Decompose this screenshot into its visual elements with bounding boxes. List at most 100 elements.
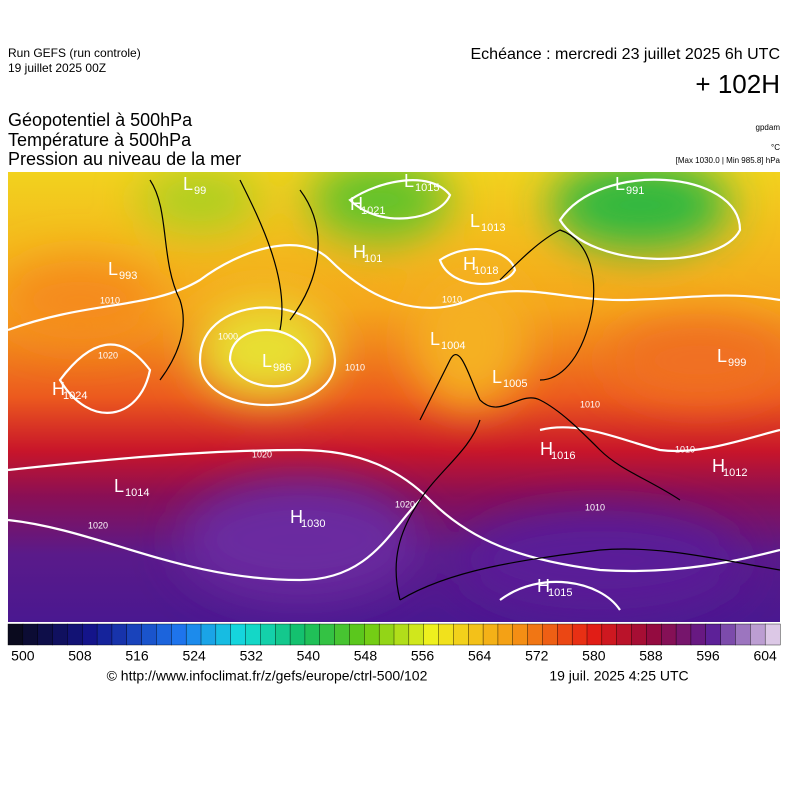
- isobar-label: 1020: [252, 449, 272, 459]
- colorbar-label: 500: [11, 648, 35, 664]
- center-value: 1013: [481, 222, 505, 234]
- colorbar-label: 508: [68, 648, 92, 664]
- colorbar: 500 508 516 524 532 540 548 556 564 572 580 588 596 6…: [7, 623, 781, 664]
- colorbar-swatch: [601, 623, 618, 646]
- colorbar-swatch: [185, 623, 202, 646]
- center-letter: L: [717, 346, 727, 366]
- run-date: 19 juillet 2025 00Z: [8, 61, 106, 75]
- source: © http://www.infoclimat.fr/z/gefs/europe…: [107, 668, 428, 684]
- colorbar-swatch: [453, 623, 469, 646]
- colorbar-swatch: [22, 623, 39, 646]
- center-letter: H: [353, 242, 366, 262]
- colorbar-swatch: [52, 623, 68, 646]
- colorbar-swatch: [646, 623, 662, 646]
- colorbar-swatch: [764, 623, 781, 646]
- colorbar-swatch: [468, 623, 484, 646]
- colorbar-swatch: [720, 623, 736, 646]
- colorbar-swatch: [334, 623, 350, 646]
- colorbar-label: 516: [125, 648, 149, 664]
- center-value: 986: [273, 362, 291, 374]
- center-letter: H: [350, 194, 363, 214]
- colorbar-swatch: [735, 623, 751, 646]
- colorbar-swatch: [571, 623, 588, 646]
- colorbar-swatch: [82, 623, 98, 646]
- colorbar-swatch: [7, 623, 24, 646]
- colorbar-swatch: [126, 623, 143, 646]
- colorbar-swatch: [364, 623, 380, 646]
- center-value: 1015: [548, 587, 572, 599]
- colorbar-label: 596: [696, 648, 720, 664]
- center-value: 1030: [301, 518, 325, 530]
- colorbar-swatch: [349, 623, 365, 646]
- colorbar-label: 548: [354, 648, 378, 664]
- center-letter: H: [540, 439, 553, 459]
- colorbar-swatch: [304, 623, 321, 646]
- colorbar-swatch: [750, 623, 766, 646]
- colorbar-swatch: [230, 623, 247, 646]
- coastlines: [149, 179, 780, 601]
- run: Run GEFS (run controle): [8, 46, 141, 60]
- colorbar-swatch: [111, 623, 128, 646]
- colorbar-swatch: [423, 623, 440, 646]
- colorbar-swatch: [171, 623, 187, 646]
- center-letter: L: [108, 259, 118, 279]
- colorbar-swatch: [408, 623, 425, 646]
- center-value: 1016: [551, 450, 575, 462]
- isobar-label: 1020: [98, 350, 118, 360]
- colorbar-swatch: [260, 623, 276, 646]
- colorbar-swatch: [512, 623, 529, 646]
- colorbar-swatch: [705, 623, 722, 646]
- isobar-label: 1000: [218, 331, 238, 341]
- colorbar-label: 564: [468, 648, 492, 664]
- colorbar-label: 580: [582, 648, 606, 664]
- isobar-label: 1010: [675, 444, 695, 454]
- center-letter: L: [404, 171, 414, 191]
- center-value: 101: [364, 253, 382, 265]
- colorbar-swatch: [631, 623, 647, 646]
- legend-line: Pression au niveau de la mer: [8, 149, 241, 169]
- colorbar-label: 556: [411, 648, 435, 664]
- center-value: 1021: [361, 205, 385, 217]
- pressure-range: [Max 1030.0 | Min 985.8] hPa: [676, 156, 781, 165]
- forecast-time: Echéance : mercredi 23 juillet 2025 6h U…: [471, 46, 781, 63]
- colorbar-swatch: [557, 623, 573, 646]
- colorbar-label: 588: [639, 648, 663, 664]
- colorbar-label: 540: [297, 648, 321, 664]
- center-letter: H: [463, 254, 476, 274]
- legend-line: Géopotentiel à 500hPa: [8, 110, 193, 130]
- isobar-label: 1020: [395, 499, 415, 509]
- center-value: 1015: [415, 182, 439, 194]
- center-letter: L: [615, 174, 625, 194]
- colorbar-swatch: [438, 623, 454, 646]
- center-letter: L: [114, 476, 124, 496]
- colorbar-swatch: [156, 623, 172, 646]
- center-value: 1024: [63, 390, 87, 402]
- colorbar-swatch: [482, 623, 499, 646]
- colorbar-label: 604: [753, 648, 777, 664]
- center-value: 1005: [503, 378, 527, 390]
- map: [8, 172, 780, 622]
- center-letter: L: [492, 367, 502, 387]
- colorbar-swatch: [586, 623, 603, 646]
- colorbar-swatch: [275, 623, 291, 646]
- center-value: 993: [119, 270, 137, 282]
- colorbar-swatch: [527, 623, 543, 646]
- isobar-label: 1010: [345, 362, 365, 372]
- colorbar-swatch: [542, 623, 558, 646]
- center-value: 1004: [441, 340, 465, 352]
- center-value: 991: [626, 185, 644, 197]
- center-letter: H: [712, 456, 725, 476]
- colorbar-swatch: [378, 623, 395, 646]
- colorbar-swatch: [319, 623, 336, 646]
- colorbar-swatch: [67, 623, 83, 646]
- colorbar-swatch: [675, 623, 692, 646]
- center-letter: L: [262, 351, 272, 371]
- center-value: 1018: [474, 265, 498, 277]
- lead-time: + 102H: [695, 69, 780, 99]
- center-value: 99: [194, 185, 206, 197]
- center-letter: H: [537, 576, 550, 596]
- isobar-label: 1010: [100, 295, 120, 305]
- center-value: 1012: [723, 467, 747, 479]
